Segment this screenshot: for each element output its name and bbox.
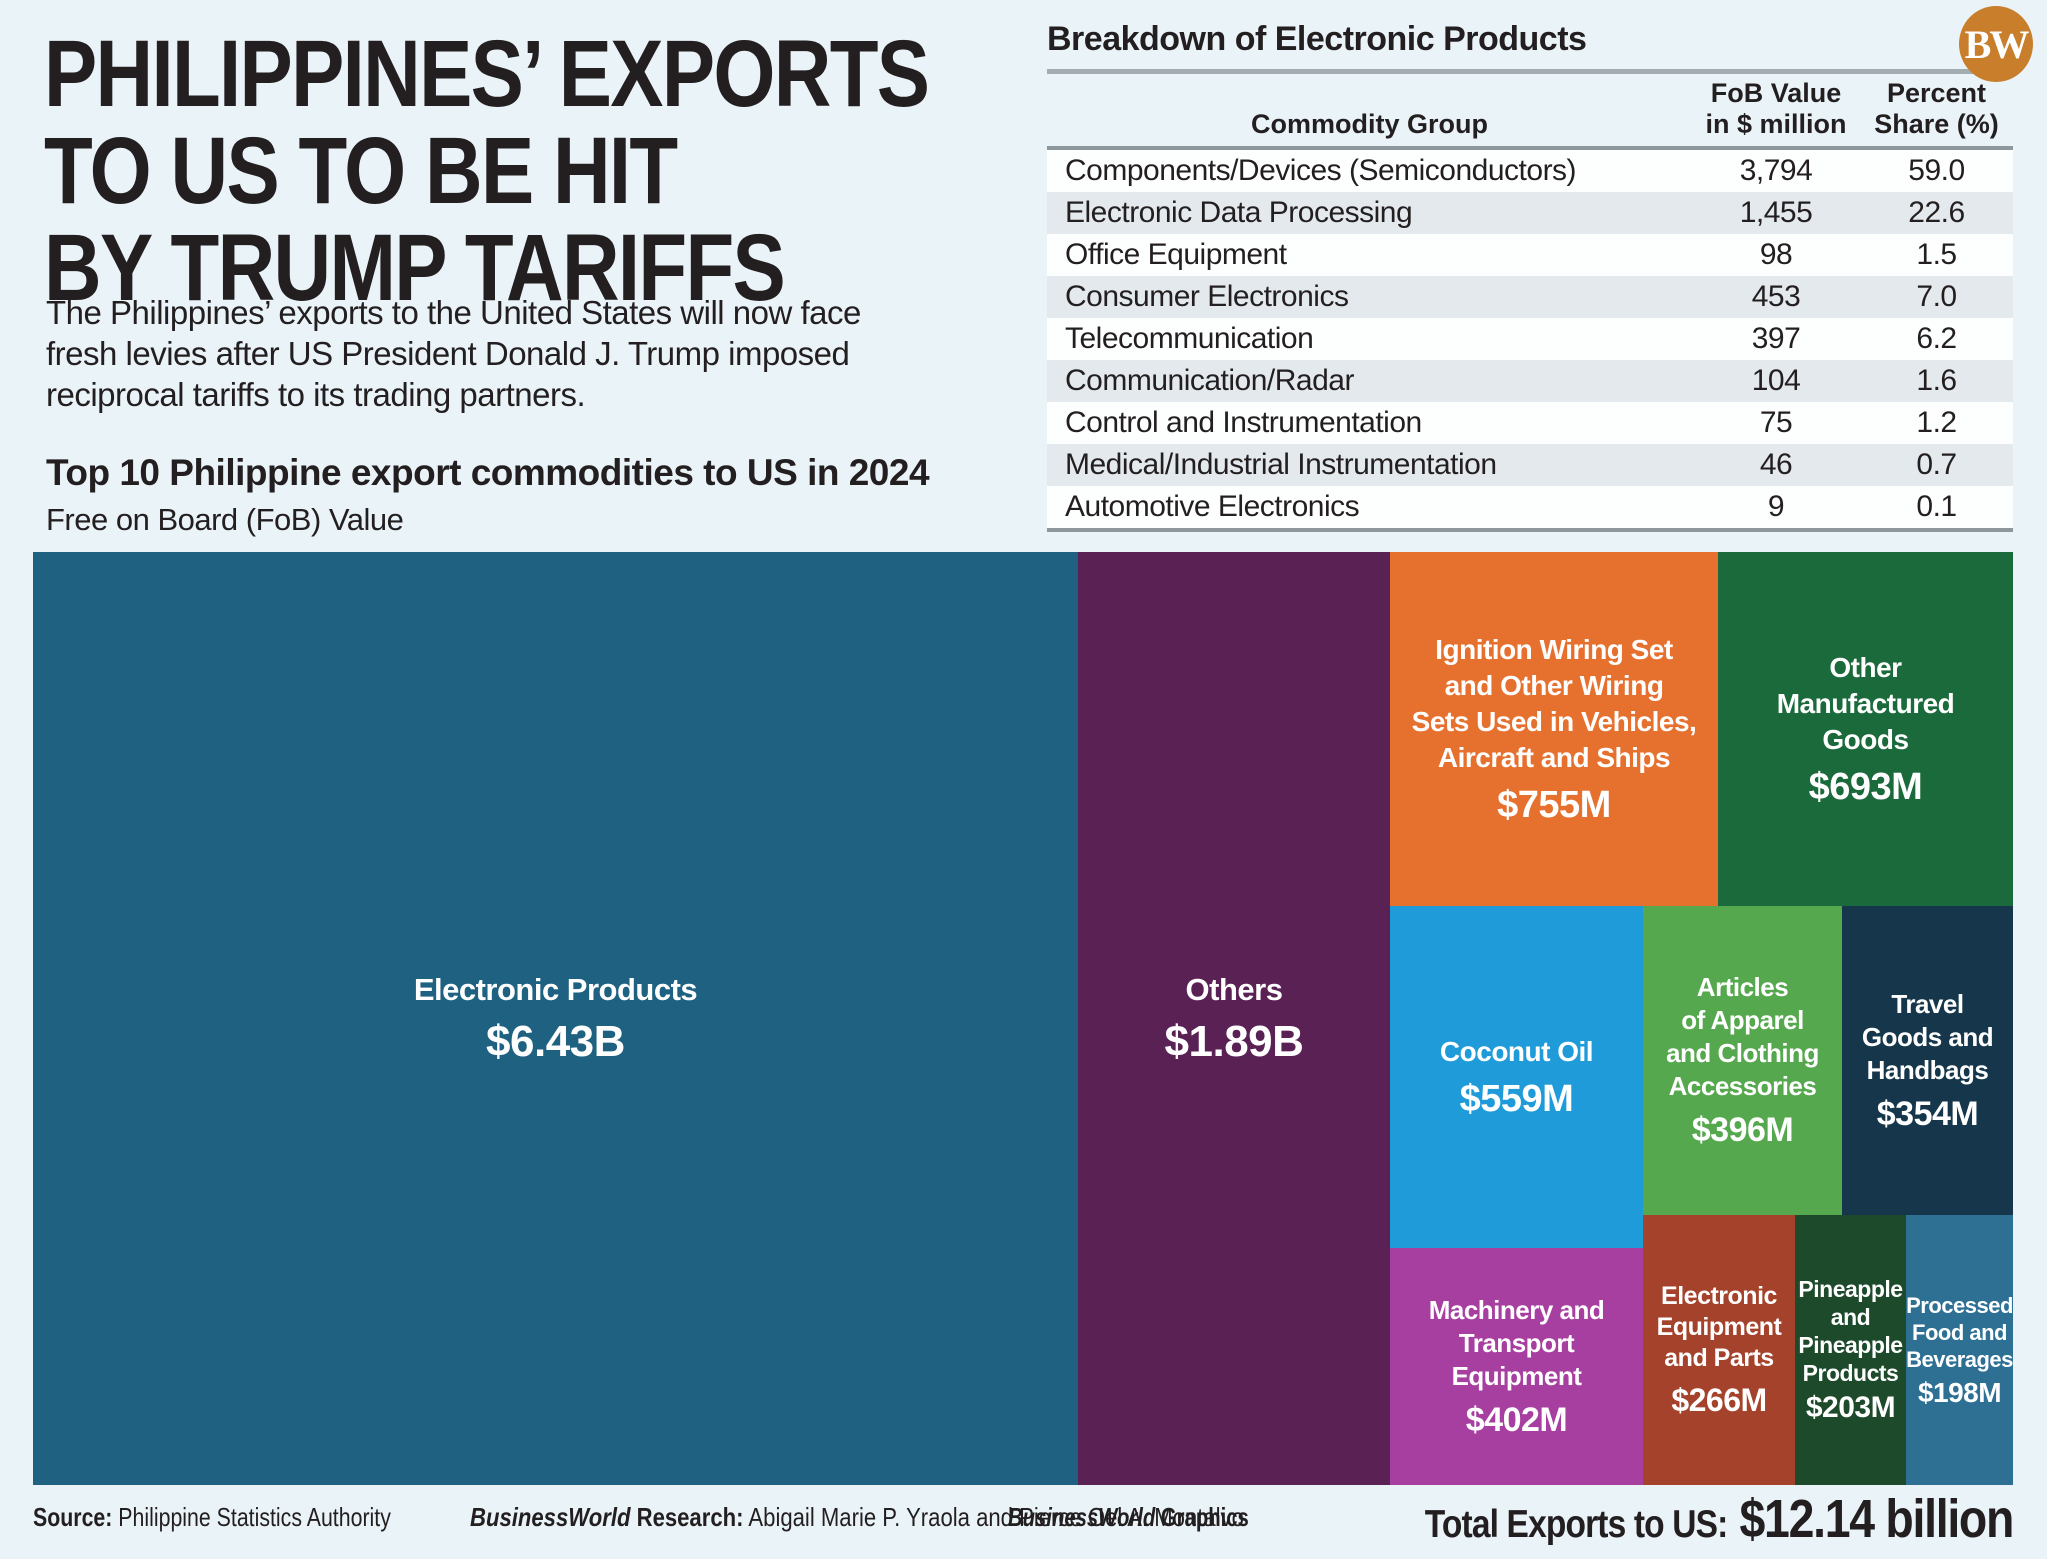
- page-title: PHILIPPINES’ EXPORTS TO US TO BE HIT BY …: [44, 21, 930, 321]
- research-value: Abigail Marie P. Yraola and Pierce Oel A…: [743, 1502, 1244, 1532]
- chart-heading: Top 10 Philippine export commodities to …: [46, 452, 930, 493]
- block-label: Ignition Wiring Set and Other Wiring Set…: [1411, 633, 1697, 773]
- table-row: Telecommunication 397 6.2: [1047, 318, 2013, 360]
- treemap-block-ignition-wiring-sets: Ignition Wiring Set and Other Wiring Set…: [1390, 552, 1718, 906]
- research-label: Research:: [630, 1502, 744, 1532]
- treemap-block-machinery-transport: Machinery and Transport Equipment $402M: [1390, 1248, 1643, 1485]
- treemap-block-travel-goods-handbags: Travel Goods and Handbags $354M: [1842, 906, 2013, 1215]
- table-header-row: Commodity Group FoB Value in $ million P…: [1047, 74, 2013, 146]
- block-label: Articles of Apparel and Clothing Accesso…: [1666, 972, 1819, 1101]
- block-label: Pineapple and Pineapple Products: [1798, 1276, 1903, 1386]
- block-value: $1.89B: [1164, 1017, 1304, 1066]
- table-row: Control and Instrumentation 75 1.2: [1047, 402, 2013, 444]
- block-label: Others: [1185, 972, 1283, 1007]
- block-value: $396M: [1691, 1111, 1794, 1149]
- treemap-block-others: Others $1.89B: [1078, 552, 1390, 1485]
- block-value: $755M: [1497, 783, 1611, 826]
- block-value: $266M: [1671, 1382, 1767, 1418]
- source-credit: Source: Philippine Statistics Authority: [33, 1502, 391, 1533]
- table-title: Breakdown of Electronic Products: [1047, 20, 1587, 58]
- block-label: Coconut Oil: [1439, 1035, 1594, 1067]
- table-row: Components/Devices (Semiconductors) 3,79…: [1047, 150, 2013, 192]
- block-label: Electronic Products: [413, 972, 698, 1007]
- treemap-block-electronic-equipment-parts: Electronic Equipment and Parts $266M: [1643, 1215, 1795, 1485]
- block-label: Processed Food and Beverages: [1906, 1292, 2013, 1372]
- block-value: $203M: [1805, 1391, 1896, 1424]
- table-row: Consumer Electronics 453 7.0: [1047, 276, 2013, 318]
- table-row: Communication/Radar 104 1.6: [1047, 360, 2013, 402]
- graphics-credit: BusinessWorld Graphics: [1008, 1502, 1249, 1533]
- treemap-block-apparel-clothing: Articles of Apparel and Clothing Accesso…: [1643, 906, 1842, 1215]
- total-exports: Total Exports to US: $12.14 billion: [1424, 1488, 2015, 1550]
- block-label: Electronic Equipment and Parts: [1656, 1282, 1782, 1372]
- businessworld-logo: BW: [1959, 6, 2033, 82]
- intro-paragraph: The Philippines’ exports to the United S…: [46, 294, 861, 413]
- table-row: Medical/Industrial Instrumentation 46 0.…: [1047, 444, 2013, 486]
- block-label: Travel Goods and Handbags: [1861, 988, 1994, 1085]
- table-row: Automotive Electronics 9 0.1: [1047, 486, 2013, 528]
- research-credit: BusinessWorld Research: Abigail Marie P.…: [470, 1502, 1244, 1533]
- table-row: Office Equipment 98 1.5: [1047, 234, 2013, 276]
- column-header-fob-value: FoB Value in $ million: [1705, 78, 1847, 139]
- treemap-block-coconut-oil: Coconut Oil $559M: [1390, 906, 1643, 1248]
- table-body: Components/Devices (Semiconductors) 3,79…: [1047, 150, 2013, 528]
- block-value: $354M: [1876, 1094, 1979, 1133]
- graphics-label: Graphics: [1155, 1502, 1249, 1532]
- electronics-breakdown-panel: Breakdown of Electronic Products BW Comm…: [1047, 6, 2033, 532]
- block-value: $198M: [1917, 1376, 2002, 1408]
- source-value: Philippine Statistics Authority: [112, 1502, 391, 1532]
- table-bottom-divider: [1047, 528, 2013, 532]
- treemap-block-other-manufactured-goods: Other Manufactured Goods $693M: [1718, 552, 2013, 906]
- chart-subheading: Free on Board (FoB) Value: [46, 502, 404, 537]
- column-header-commodity: Commodity Group: [1251, 109, 1488, 139]
- total-exports-value: $12.14 billion: [1739, 1489, 2014, 1549]
- businessworld-logo-text: BW: [1964, 21, 2030, 67]
- block-value: $6.43B: [486, 1017, 625, 1066]
- header-divider: [1047, 146, 2013, 150]
- treemap-block-pineapple-products: Pineapple and Pineapple Products $203M: [1795, 1215, 1906, 1485]
- source-label: Source:: [33, 1502, 113, 1532]
- total-exports-label: Total Exports to US:: [1424, 1503, 1729, 1546]
- block-value: $402M: [1465, 1400, 1568, 1439]
- treemap-block-electronic-products: Electronic Products $6.43B: [33, 552, 1078, 1485]
- block-label: Machinery and Transport Equipment: [1428, 1294, 1605, 1391]
- table-row: Electronic Data Processing 1,455 22.6: [1047, 192, 2013, 234]
- block-label: Other Manufactured Goods: [1776, 651, 1955, 755]
- research-brand: BusinessWorld: [470, 1502, 631, 1532]
- graphics-brand: BusinessWorld: [1008, 1502, 1156, 1532]
- block-value: $693M: [1808, 765, 1923, 808]
- block-value: $559M: [1459, 1077, 1574, 1120]
- title-divider: [1047, 69, 2013, 74]
- treemap-block-processed-food-beverages: Processed Food and Beverages $198M: [1906, 1215, 2013, 1485]
- column-header-percent-share: Percent Share (%): [1874, 78, 1999, 139]
